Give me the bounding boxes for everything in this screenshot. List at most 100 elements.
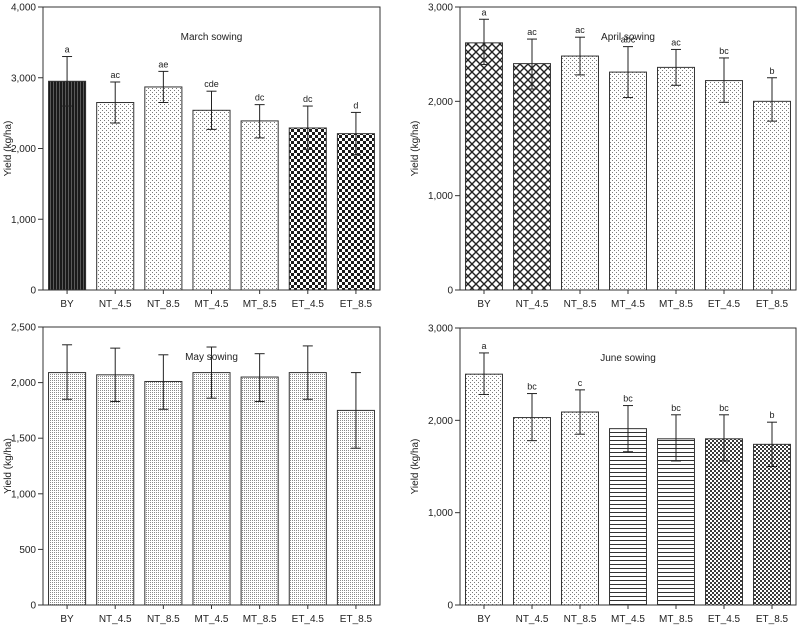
significance-letter: a	[481, 7, 486, 17]
bar-MT_4.5	[609, 71, 647, 291]
significance-letter: ac	[671, 37, 681, 47]
bar-NT_4.5	[513, 417, 551, 606]
chart-title: April sowing	[601, 32, 655, 43]
bar-ET_4.5	[288, 372, 327, 606]
bar-NT_8.5	[561, 411, 599, 606]
y-tick-label: 3,000	[428, 3, 453, 14]
y-axis-label: Yield (kg/ha)	[410, 121, 421, 177]
x-tick-label: BY	[60, 299, 74, 310]
bar-NT_8.5	[144, 380, 183, 606]
bar-ET_4.5	[705, 80, 743, 291]
bar-ET_8.5	[336, 133, 375, 291]
y-axis-label: Yield (kg/ha)	[3, 121, 14, 177]
x-tick-label: MT_8.5	[243, 299, 277, 310]
y-tick-label: 0	[447, 286, 453, 297]
x-tick-label: MT_4.5	[195, 614, 229, 625]
bar-NT_4.5	[513, 63, 551, 291]
significance-letter: ac	[575, 25, 585, 35]
y-tick-label: 2,000	[11, 378, 36, 389]
y-tick-label: 2,500	[11, 323, 36, 334]
significance-letter: d	[353, 100, 358, 110]
significance-letter: bc	[719, 403, 729, 413]
x-tick-label: ET_4.5	[292, 299, 325, 310]
charts-layer: March sowing 0 1,000 2,000 3,000 4,000 Yield (…	[3, 3, 797, 625]
bar-MT_8.5	[240, 376, 279, 606]
x-tick-label: ET_4.5	[708, 614, 741, 625]
x-tick-label: ET_8.5	[756, 614, 789, 625]
x-tick-label: ET_8.5	[756, 299, 789, 310]
bar-ET_8.5	[753, 100, 791, 291]
x-tick-label: ET_4.5	[292, 614, 325, 625]
bar-NT_4.5	[96, 374, 135, 606]
x-tick-label: NT_4.5	[99, 299, 132, 310]
y-tick-label: 0	[30, 286, 36, 297]
bar-MT_4.5	[192, 109, 231, 291]
significance-letter: dc	[303, 94, 313, 104]
bar-MT_8.5	[240, 120, 279, 291]
y-tick-label: 3,000	[428, 324, 453, 335]
y-tick-label: 1,000	[11, 489, 36, 500]
y-tick-label: 4,000	[11, 3, 36, 14]
significance-letter: cde	[204, 79, 219, 89]
significance-letter: bc	[719, 46, 729, 56]
bar-ET_4.5	[705, 438, 743, 606]
chart-panel-2: April sowing 0 1,000 2,000 3,000 Yield (kg/ha…	[410, 3, 797, 310]
y-tick-label: 0	[447, 601, 453, 612]
x-tick-label: NT_4.5	[99, 614, 132, 625]
y-tick-label: 0	[30, 601, 36, 612]
x-tick-label: ET_4.5	[708, 299, 741, 310]
x-tick-label: MT_4.5	[611, 614, 645, 625]
y-axis-label: Yield (kg/ha)	[3, 438, 14, 494]
y-tick-label: 2,000	[428, 416, 453, 427]
significance-letter: bc	[623, 394, 633, 404]
x-tick-label: MT_4.5	[611, 299, 645, 310]
x-tick-label: NT_8.5	[147, 614, 180, 625]
x-tick-label: BY	[60, 614, 74, 625]
bar-MT_8.5	[657, 438, 695, 606]
x-tick-label: NT_8.5	[564, 299, 597, 310]
chart-panel-4: June sowing 0 1,000 2,000 3,000 Yield (kg/ha)…	[410, 324, 797, 625]
x-tick-label: ET_8.5	[340, 614, 373, 625]
x-tick-label: MT_8.5	[243, 614, 277, 625]
chart-panel-3: May sowing05001,0001,5002,0002,500Yield …	[3, 323, 381, 625]
significance-letter: b	[769, 66, 774, 76]
y-tick-label: 2,000	[428, 97, 453, 108]
bar-BY	[465, 373, 503, 606]
significance-letter: a	[65, 45, 70, 55]
chart-panel-1: March sowing 0 1,000 2,000 3,000 4,000 Yield (…	[3, 3, 381, 310]
y-tick-label: 1,000	[11, 215, 36, 226]
significance-letter: bc	[671, 403, 681, 413]
bar-BY	[48, 372, 87, 606]
significance-letter: bc	[527, 382, 537, 392]
bar-BY	[48, 80, 87, 291]
bar-NT_4.5	[96, 102, 135, 291]
bar-MT_8.5	[657, 66, 695, 291]
bar-NT_8.5	[144, 86, 183, 291]
bar-ET_8.5	[753, 443, 791, 606]
bar-BY	[465, 42, 503, 291]
significance-letter: abc	[621, 35, 636, 45]
significance-letter: ac	[110, 70, 120, 80]
significance-letter: a	[481, 341, 486, 351]
x-tick-label: NT_8.5	[147, 299, 180, 310]
chart-title: June sowing	[600, 353, 656, 364]
x-tick-label: BY	[477, 299, 491, 310]
x-tick-label: MT_8.5	[659, 299, 693, 310]
significance-letter: c	[578, 378, 583, 388]
x-tick-label: ET_8.5	[340, 299, 373, 310]
y-axis-label: Yield (kg/ha)	[410, 439, 421, 495]
bar-MT_4.5	[192, 372, 231, 606]
y-tick-label: 1,000	[428, 508, 453, 519]
chart-title: March sowing	[181, 32, 243, 43]
x-tick-label: BY	[477, 614, 491, 625]
significance-letter: dc	[255, 93, 265, 103]
x-tick-label: MT_8.5	[659, 614, 693, 625]
bar-NT_8.5	[561, 55, 599, 291]
x-tick-label: NT_4.5	[516, 299, 549, 310]
significance-letter: ac	[527, 27, 537, 37]
x-tick-label: NT_8.5	[564, 614, 597, 625]
bar-ET_4.5	[288, 127, 327, 291]
y-tick-label: 500	[19, 545, 36, 556]
significance-letter: b	[769, 410, 774, 420]
